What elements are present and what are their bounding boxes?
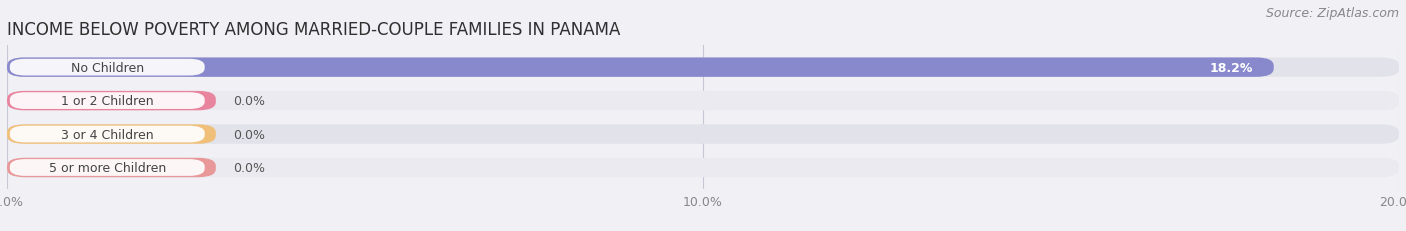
FancyBboxPatch shape (7, 125, 217, 144)
Text: 1 or 2 Children: 1 or 2 Children (60, 95, 153, 108)
FancyBboxPatch shape (10, 159, 205, 176)
FancyBboxPatch shape (10, 60, 205, 76)
FancyBboxPatch shape (7, 91, 1399, 111)
Text: 5 or more Children: 5 or more Children (49, 161, 166, 174)
Text: 18.2%: 18.2% (1209, 61, 1253, 74)
Text: 3 or 4 Children: 3 or 4 Children (60, 128, 153, 141)
Text: No Children: No Children (70, 61, 143, 74)
FancyBboxPatch shape (7, 91, 217, 111)
Text: 0.0%: 0.0% (233, 95, 266, 108)
Text: Source: ZipAtlas.com: Source: ZipAtlas.com (1265, 7, 1399, 20)
FancyBboxPatch shape (7, 158, 217, 177)
FancyBboxPatch shape (7, 58, 1274, 78)
FancyBboxPatch shape (10, 126, 205, 143)
FancyBboxPatch shape (7, 58, 1399, 78)
Text: 0.0%: 0.0% (233, 128, 266, 141)
FancyBboxPatch shape (7, 158, 1399, 177)
FancyBboxPatch shape (7, 125, 1399, 144)
Text: 0.0%: 0.0% (233, 161, 266, 174)
Text: INCOME BELOW POVERTY AMONG MARRIED-COUPLE FAMILIES IN PANAMA: INCOME BELOW POVERTY AMONG MARRIED-COUPL… (7, 21, 620, 39)
FancyBboxPatch shape (10, 93, 205, 109)
